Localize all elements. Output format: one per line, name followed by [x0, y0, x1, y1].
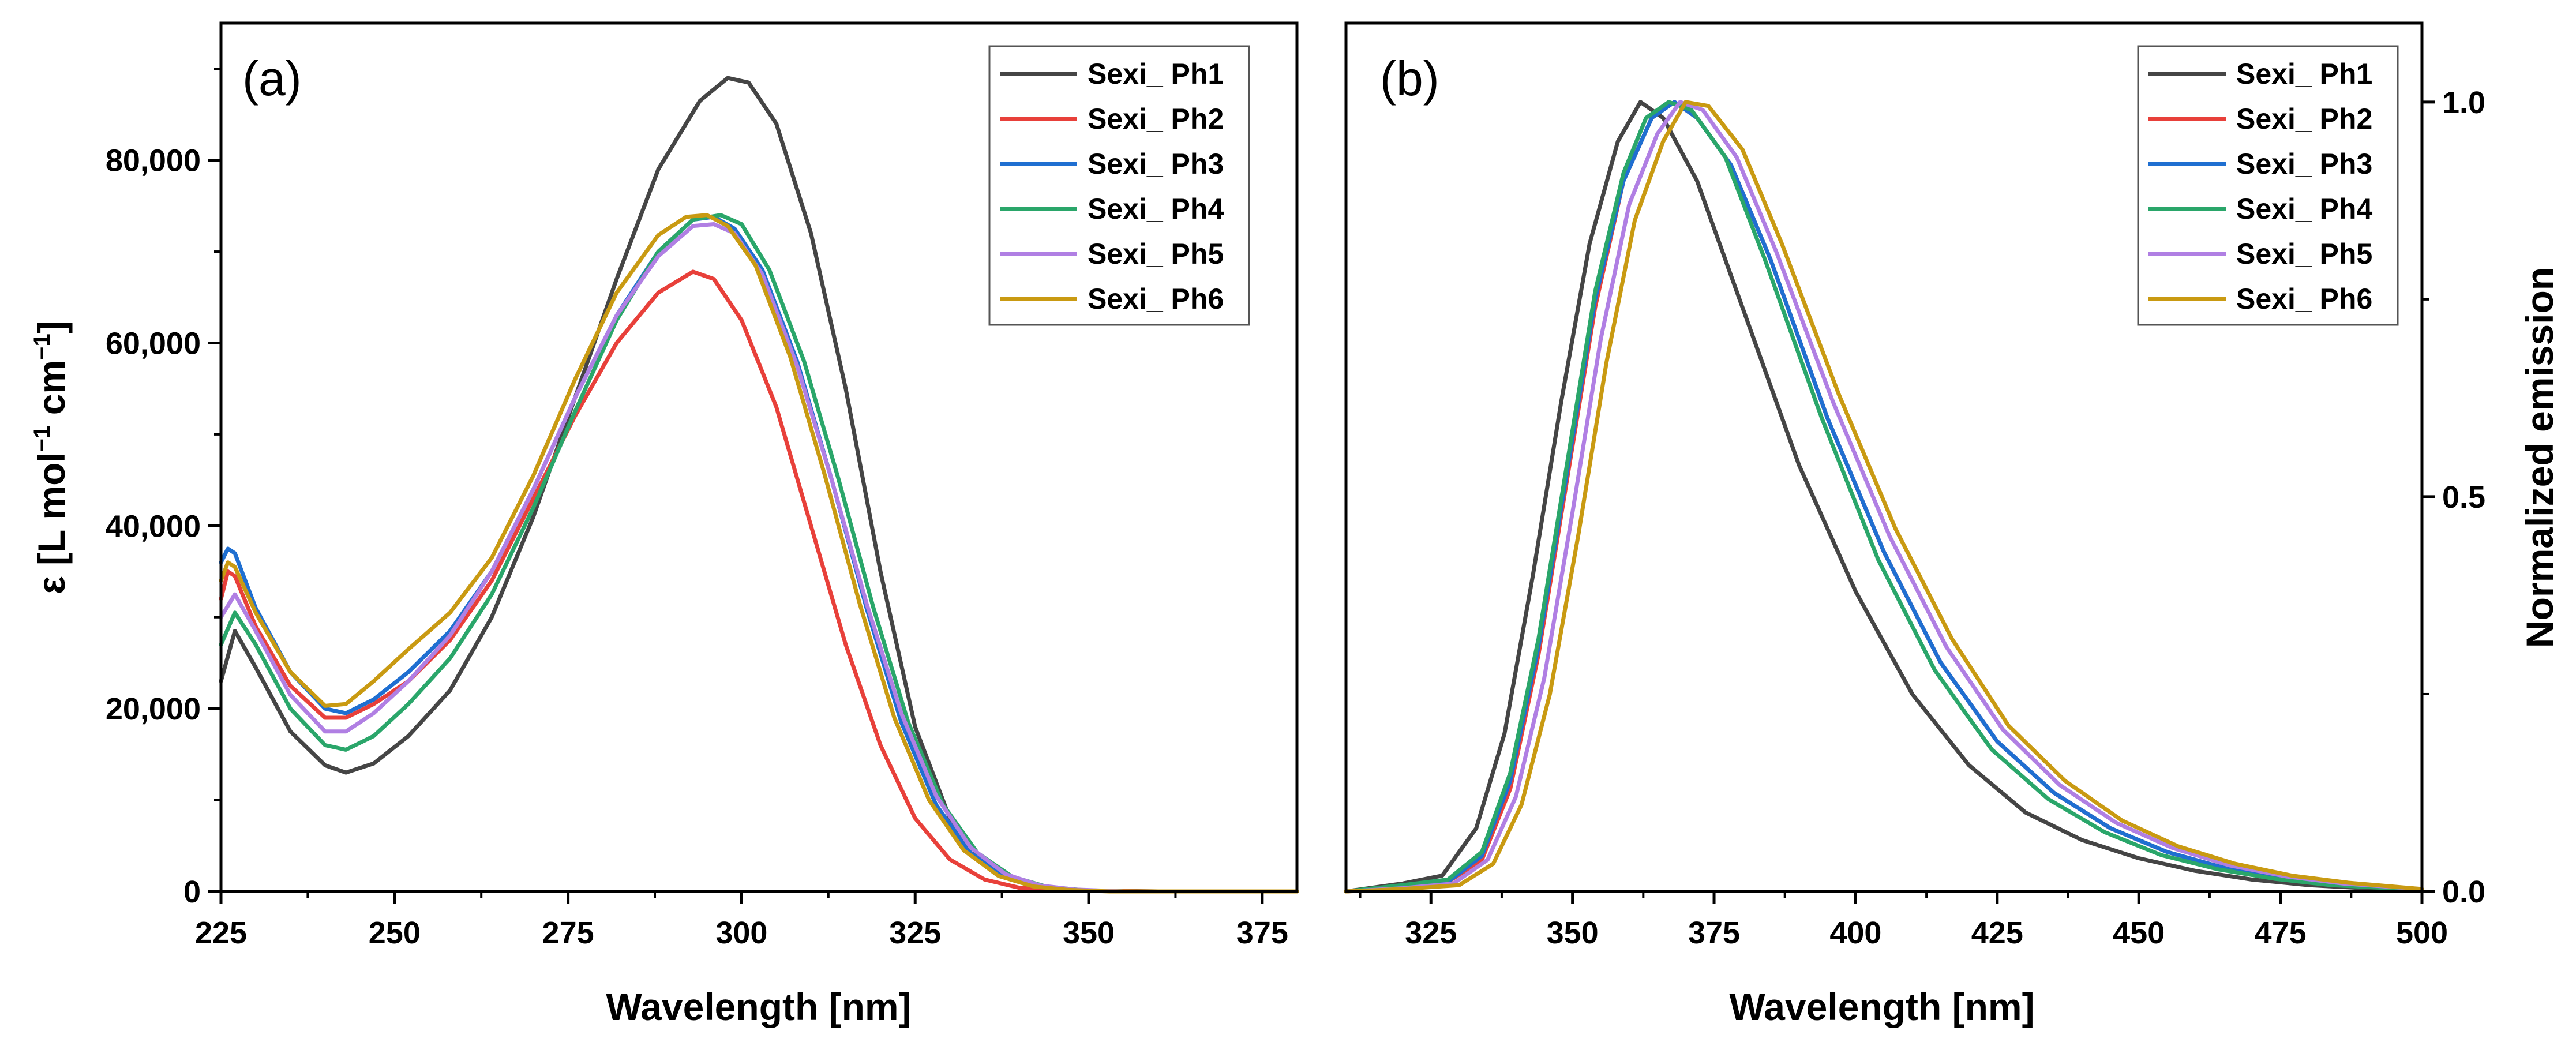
panel-b-x-tick-label: 325	[1405, 916, 1457, 950]
panel-a-y-tick-label: 20,000	[106, 692, 201, 726]
panel-a-x-tick-label: 225	[195, 916, 247, 950]
panel-b-legend-label-1: Sexi_ Ph1	[2236, 58, 2372, 90]
panel-a-absorption-chart: 225 250 275 300 325 350 375 0 20,000 40,000 60,00…	[29, 21, 1299, 1028]
panel-b-x-tick-label: 425	[1971, 916, 2023, 950]
panel-a-legend-label-3: Sexi_ Ph3	[1088, 148, 1224, 180]
panel-a-y-tick-label: 0	[183, 875, 201, 909]
panel-a-y-ticks: 0 20,000 40,000 60,000 80,000	[106, 68, 221, 909]
panel-a-series-line-6	[219, 213, 1299, 894]
panel-b-y-tick-label: 0.0	[2442, 875, 2485, 909]
panel-a-x-tick-label: 300	[715, 916, 767, 950]
panel-a-legend: Sexi_ Ph1 Sexi_ Ph2 Sexi_ Ph3 Sexi_ Ph4 Sexi…	[988, 45, 1250, 326]
y-title-sup-1: −1	[29, 426, 55, 452]
panel-a-series-line-5	[219, 222, 1299, 894]
panel-b-x-tick-label: 475	[2255, 916, 2307, 950]
panel-b-y-tick-label: 1.0	[2442, 85, 2485, 120]
panel-b-series-group	[1344, 100, 2424, 894]
panel-a-legend-label-4: Sexi_ Ph4	[1088, 193, 1224, 225]
panel-a-x-axis-title: Wavelength [nm]	[606, 985, 911, 1028]
panel-b-legend-label-5: Sexi_ Ph5	[2236, 238, 2372, 270]
panel-b-legend: Sexi_ Ph1 Sexi_ Ph2 Sexi_ Ph3 Sexi_ Ph4 Sexi…	[2137, 45, 2399, 326]
panel-a-legend-label-1: Sexi_ Ph1	[1088, 58, 1224, 90]
panel-b-emission-chart: 325 350 375 400 425 450 475 500 0.0 0.5 1.0 (b) W…	[1344, 21, 2561, 1028]
y-title-mid: cm	[30, 360, 73, 426]
panel-a-x-tick-label: 375	[1236, 916, 1288, 950]
y-title-end: ]	[30, 321, 73, 333]
panel-a-legend-box	[988, 45, 1250, 326]
panel-b-plot-frame	[1344, 21, 2424, 893]
panel-a-legend-label-5: Sexi_ Ph5	[1088, 238, 1224, 270]
panel-b-x-ticks: 325 350 375 400 425 450 475 500	[1359, 891, 2448, 950]
panel-a-label: (a)	[242, 51, 302, 106]
panel-a-x-tick-label: 325	[889, 916, 941, 950]
panel-a-plot-frame	[219, 21, 1299, 893]
panel-b-x-tick-label: 400	[1829, 916, 1881, 950]
panel-b-x-tick-label: 375	[1688, 916, 1740, 950]
panel-a-y-tick-label: 60,000	[106, 326, 201, 361]
panel-b-x-tick-label: 450	[2113, 916, 2165, 950]
panel-b-legend-label-3: Sexi_ Ph3	[2236, 148, 2372, 180]
panel-a-x-tick-label: 350	[1063, 916, 1115, 950]
panel-b-label: (b)	[1380, 51, 1439, 106]
panel-b-y-ticks: 0.0 0.5 1.0	[2422, 85, 2485, 909]
panel-b-legend-box	[2137, 45, 2399, 326]
panel-a-legend-label-6: Sexi_ Ph6	[1088, 283, 1224, 315]
panel-b-series-line-4	[1344, 100, 2424, 894]
panel-a-legend-label-2: Sexi_ Ph2	[1088, 103, 1224, 135]
panel-a-y-axis-title: ε [L mol−1 cm−1]	[29, 321, 73, 594]
panel-b-legend-label-4: Sexi_ Ph4	[2236, 193, 2372, 225]
panel-b-series-line-3	[1344, 100, 2424, 894]
panel-b-y-axis-title: Normalized emission	[2518, 267, 2561, 648]
panel-b-series-line-6	[1344, 100, 2424, 894]
panel-a-x-ticks: 225 250 275 300 325 350 375	[195, 891, 1288, 950]
panel-a-series-line-2	[219, 269, 1299, 894]
panel-b-series-line-5	[1344, 100, 2424, 894]
panel-b-x-tick-label: 350	[1547, 916, 1599, 950]
panel-b-x-axis-title: Wavelength [nm]	[1729, 985, 2034, 1028]
panel-a-x-tick-label: 250	[369, 916, 421, 950]
panel-a-series-group	[219, 76, 1299, 894]
panel-a-y-tick-label: 40,000	[106, 509, 201, 544]
panel-b-y-tick-label: 0.5	[2442, 480, 2485, 515]
panel-a-y-tick-label: 80,000	[106, 144, 201, 178]
panel-b-legend-label-6: Sexi_ Ph6	[2236, 283, 2372, 315]
panel-b-series-line-1	[1344, 100, 2424, 894]
y-title-main: ε [L mol	[30, 452, 73, 594]
y-title-sup-2: −1	[29, 333, 55, 360]
panel-b-x-tick-label: 500	[2396, 916, 2448, 950]
panel-b-legend-label-2: Sexi_ Ph2	[2236, 103, 2372, 135]
panel-a-x-tick-label: 275	[542, 916, 594, 950]
